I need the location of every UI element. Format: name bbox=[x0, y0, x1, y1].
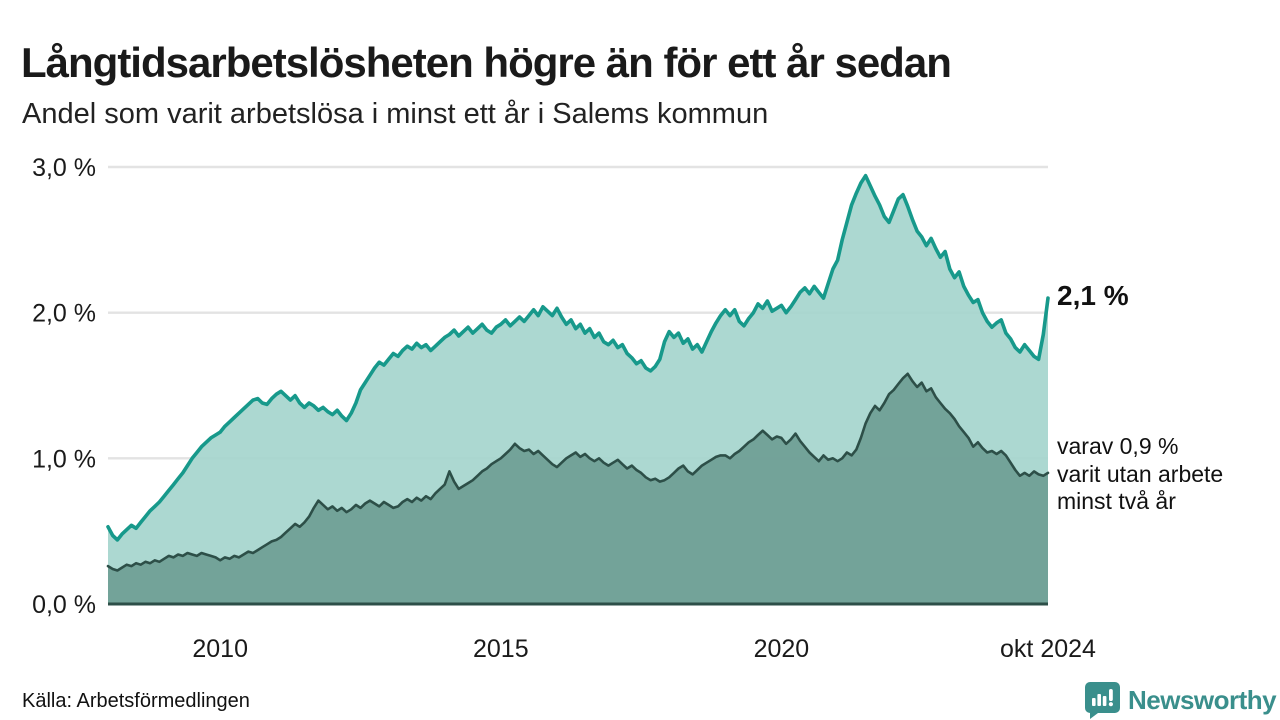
newsworthy-brand: Newsworthy bbox=[1084, 681, 1277, 719]
y-axis-tick-label: 2,0 % bbox=[32, 300, 96, 328]
page-title: Långtidsarbetslösheten högre än för ett … bbox=[21, 39, 952, 87]
two-year-series-label: varav 0,9 % varit utan arbete minst två … bbox=[1057, 433, 1224, 514]
end-value-label: 2,1 % bbox=[1057, 280, 1129, 311]
x-axis-tick-label: okt 2024 bbox=[1000, 635, 1096, 663]
chart-subtitle: Andel som varit arbetslösa i minst ett å… bbox=[22, 98, 769, 130]
newsworthy-logo-icon bbox=[1085, 682, 1120, 719]
source-caption: Källa: Arbetsförmedlingen bbox=[22, 690, 250, 712]
line-two-year-series bbox=[106, 372, 1050, 572]
x-axis-tick-label: 2010 bbox=[192, 635, 248, 663]
y-axis-tick-label: 3,0 % bbox=[32, 154, 96, 182]
y-axis-tick-label: 0,0 % bbox=[32, 591, 96, 619]
x-axis-tick-label: 2020 bbox=[754, 635, 810, 663]
x-axis-tick-label: 2015 bbox=[473, 635, 529, 663]
newsworthy-wordmark: Newsworthy bbox=[1128, 684, 1277, 715]
y-axis-tick-label: 1,0 % bbox=[32, 445, 96, 473]
line-total-series bbox=[106, 173, 1050, 542]
area-two-year-series bbox=[108, 373, 1048, 604]
